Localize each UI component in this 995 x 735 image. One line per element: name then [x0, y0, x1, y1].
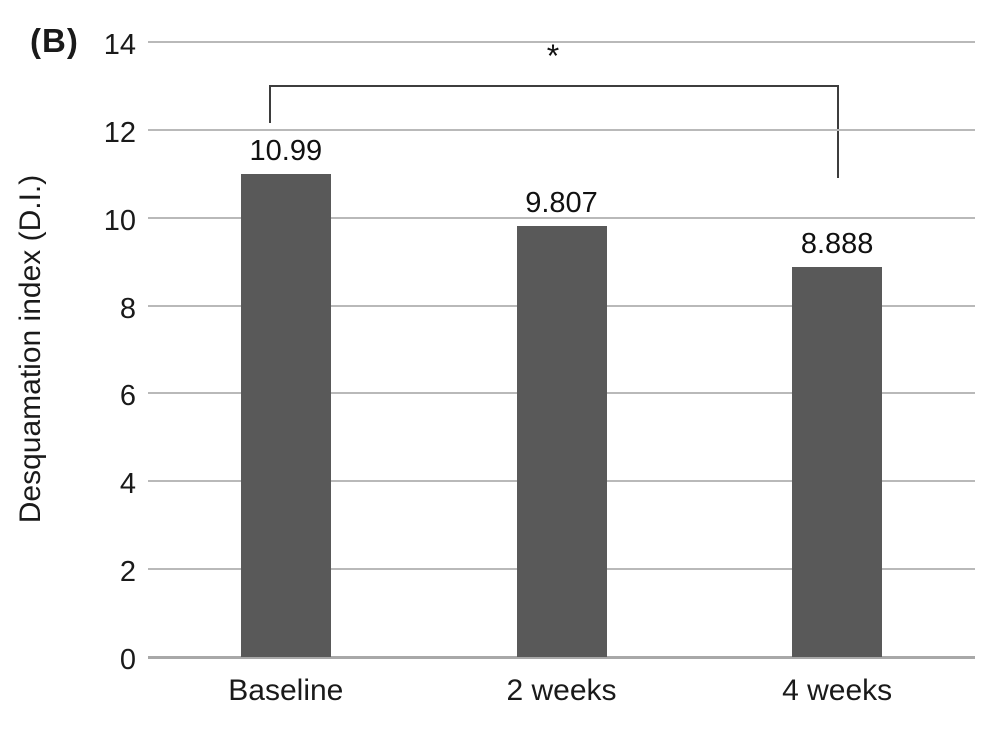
x-tick-label-baseline: Baseline: [228, 674, 344, 707]
y-tick-label-12: 12: [103, 116, 136, 149]
gridline-y-12: [148, 128, 975, 131]
panel-label: (B): [30, 22, 79, 59]
x-axis-line: [148, 656, 975, 659]
y-tick-label-8: 8: [119, 292, 136, 325]
bar-value-label: 9.807: [525, 187, 598, 220]
bar-value-label: 8.888: [800, 227, 874, 260]
x-tick-label-2-weeks: 2 weeks: [506, 674, 617, 707]
y-tick-label-6: 6: [119, 380, 136, 413]
gridline-y-10: [148, 216, 975, 219]
significance-bracket-right-leg: [837, 85, 839, 178]
bar-4-weeks: [792, 266, 883, 657]
significance-bracket-top: [269, 85, 839, 87]
bar-value-label: 10.99: [249, 135, 323, 168]
gridline-y-14: [148, 41, 975, 43]
x-tick-label-4-weeks: 4 weeks: [782, 674, 893, 707]
significance-star: *: [546, 38, 560, 74]
y-tick-label-4: 4: [119, 468, 136, 501]
bar-baseline: [240, 174, 331, 657]
y-tick-label-2: 2: [119, 556, 136, 589]
significance-bracket-left-leg: [269, 85, 271, 123]
y-tick-label-14: 14: [103, 29, 136, 61]
y-tick-label-10: 10: [103, 204, 136, 237]
y-axis-title: Desquamation index (D.I.): [14, 174, 47, 524]
y-tick-label-0: 0: [119, 644, 136, 676]
bar-2-weeks: [516, 226, 607, 657]
